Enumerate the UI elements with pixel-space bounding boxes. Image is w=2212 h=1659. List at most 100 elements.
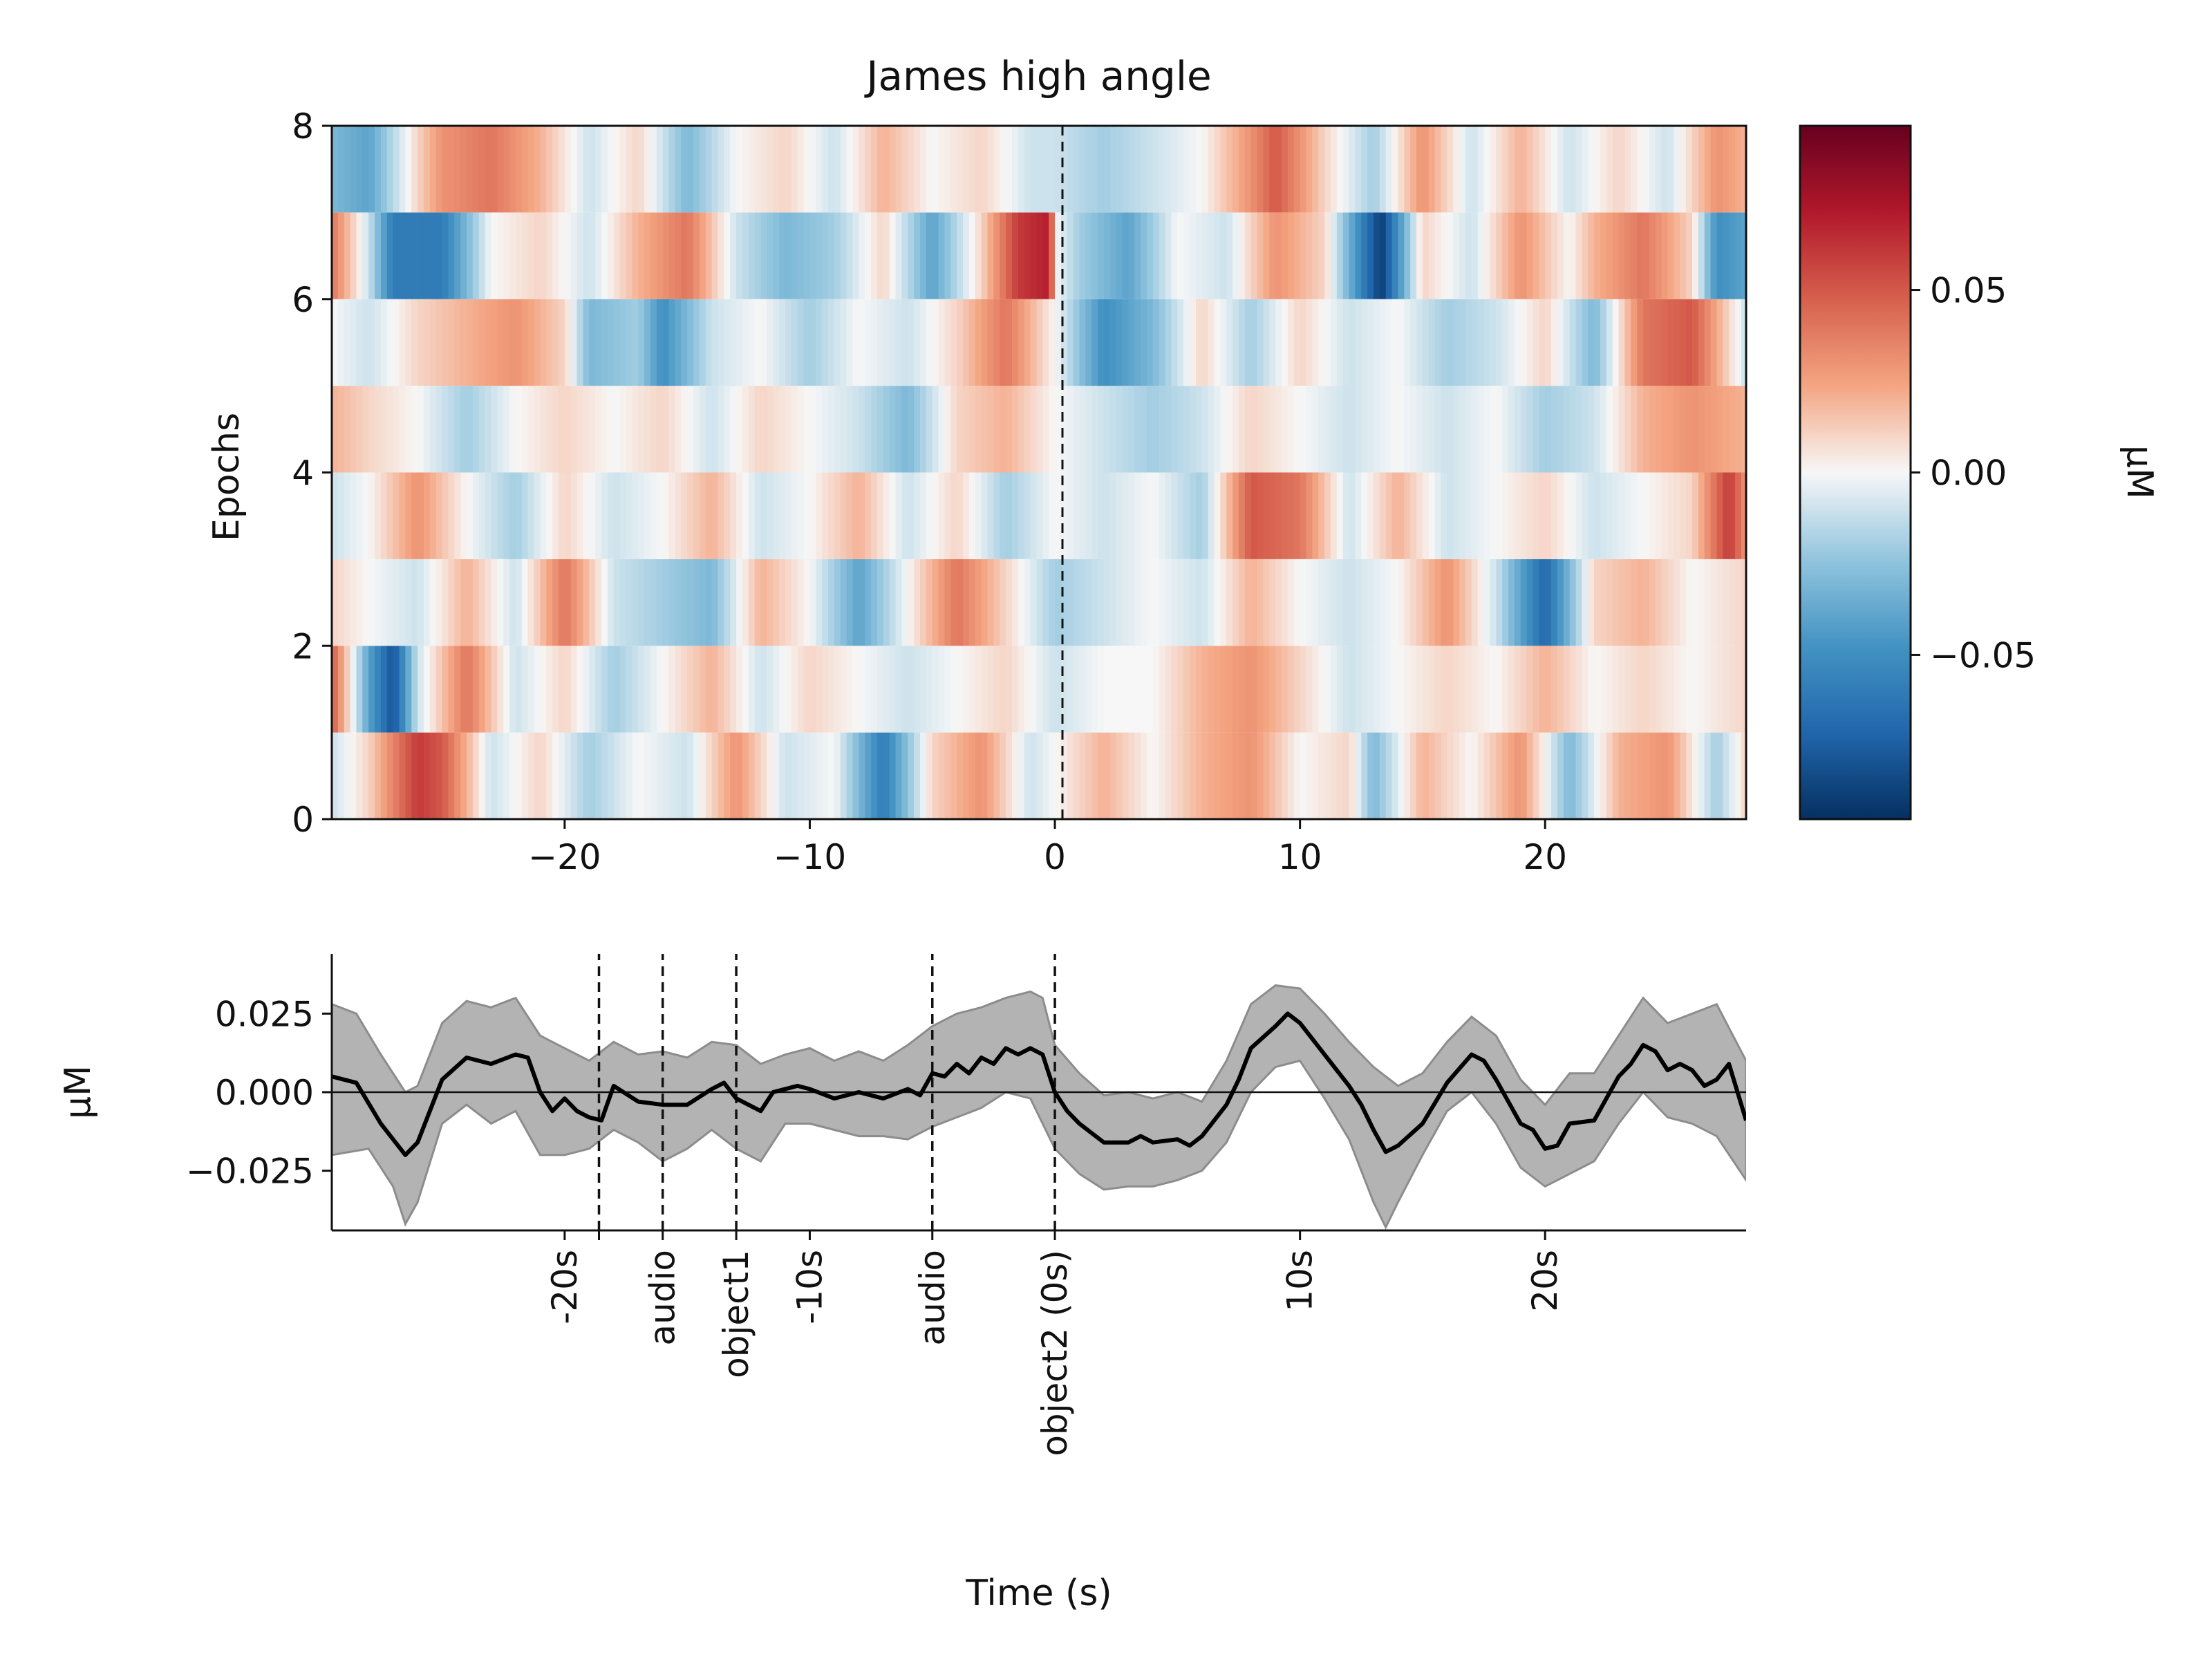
- heatmap-cell: [1563, 299, 1571, 386]
- line-y-label: µM: [57, 1065, 99, 1119]
- heatmap-cell: [460, 212, 467, 299]
- heatmap-cell: [375, 472, 382, 559]
- heatmap-cell: [362, 212, 369, 299]
- heatmap-cell: [552, 386, 559, 473]
- heatmap-cell: [638, 212, 645, 299]
- heatmap-cell: [1287, 472, 1295, 559]
- heatmap-cell: [423, 732, 431, 819]
- heatmap-cell: [711, 472, 719, 559]
- heatmap-cell: [1618, 646, 1626, 733]
- heatmap-cell: [742, 386, 749, 473]
- heatmap-cell: [754, 646, 762, 733]
- heatmap-cell: [705, 472, 713, 559]
- heatmap-cell: [987, 212, 995, 299]
- heatmap-cell: [1471, 732, 1479, 819]
- heatmap-cell: [485, 472, 492, 559]
- heatmap-cell: [1232, 559, 1239, 646]
- heatmap-cell: [1232, 126, 1239, 213]
- heatmap-cell: [515, 212, 523, 299]
- heatmap-cell: [1631, 212, 1638, 299]
- heatmap-cell: [1226, 559, 1233, 646]
- heatmap-cell: [944, 472, 952, 559]
- heatmap-cell: [1208, 472, 1215, 559]
- heatmap-cell: [1287, 386, 1295, 473]
- heatmap-cell: [1275, 126, 1282, 213]
- heatmap-cell: [1496, 126, 1503, 213]
- heatmap-cell: [375, 646, 382, 733]
- heatmap-cell: [975, 646, 982, 733]
- heatmap-cell: [699, 126, 706, 213]
- heatmap-cell: [1655, 559, 1662, 646]
- heatmap-cell: [1324, 126, 1331, 213]
- heatmap-cell: [957, 212, 964, 299]
- heatmap-cell: [362, 559, 369, 646]
- heatmap-cell: [650, 212, 657, 299]
- heatmap-cell: [901, 732, 909, 819]
- heatmap-cell: [877, 212, 884, 299]
- heatmap-cell: [981, 559, 988, 646]
- heatmap-cell: [993, 212, 1001, 299]
- heatmap-cell: [1612, 299, 1620, 386]
- heatmap-cell: [895, 472, 903, 559]
- heatmap-cell: [546, 126, 553, 213]
- heatmap-cell: [380, 732, 388, 819]
- heatmap-cell: [344, 126, 351, 213]
- heatmap-cell: [950, 212, 958, 299]
- heatmap-cell: [834, 559, 841, 646]
- heatmap-cell: [1508, 126, 1515, 213]
- heatmap-cell: [656, 126, 664, 213]
- heatmap-cell: [577, 646, 584, 733]
- heatmap-cell: [993, 299, 1001, 386]
- heatmap-cell: [632, 299, 639, 386]
- heatmap-cell: [460, 732, 467, 819]
- heatmap-cell: [1306, 386, 1313, 473]
- heatmap-cell: [1238, 212, 1246, 299]
- heatmap-cell: [1165, 732, 1172, 819]
- heatmap-cell: [534, 212, 541, 299]
- heatmap-cell: [1238, 559, 1246, 646]
- heatmap-cell: [1336, 299, 1344, 386]
- heatmap-cell: [1674, 386, 1681, 473]
- heatmap-cell: [1735, 472, 1742, 559]
- heatmap-cell: [1177, 386, 1185, 473]
- heatmap-cell: [1618, 559, 1626, 646]
- heatmap-cell: [1661, 559, 1669, 646]
- heatmap-cell: [1208, 126, 1215, 213]
- heatmap-cell: [399, 386, 406, 473]
- heatmap-cell: [1067, 126, 1074, 213]
- heatmap-cell: [1103, 559, 1111, 646]
- heatmap-cell: [368, 386, 375, 473]
- line-x-tick-label: 10s: [1280, 1250, 1320, 1312]
- heatmap-cell: [344, 559, 351, 646]
- heatmap-cell: [1250, 646, 1258, 733]
- heatmap-cell: [1551, 212, 1558, 299]
- heatmap-cell: [1533, 732, 1540, 819]
- heatmap-cell: [1024, 126, 1031, 213]
- heatmap-cell: [350, 212, 357, 299]
- heatmap-cell: [460, 386, 467, 473]
- heatmap-cell: [1030, 472, 1038, 559]
- heatmap-cell: [619, 646, 627, 733]
- heatmap-cell: [981, 212, 988, 299]
- heatmap-cell: [386, 472, 394, 559]
- heatmap-cell: [1116, 732, 1123, 819]
- heatmap-cell: [1190, 299, 1197, 386]
- heatmap-cell: [889, 126, 897, 213]
- heatmap-cell: [968, 559, 976, 646]
- heatmap-cell: [1079, 646, 1087, 733]
- heatmap-cell: [920, 559, 927, 646]
- heatmap-cell: [386, 212, 394, 299]
- heatmap-cell: [1723, 212, 1730, 299]
- heatmap-cell: [1049, 299, 1056, 386]
- heatmap-cell: [711, 126, 719, 213]
- heatmap-cell: [1557, 212, 1564, 299]
- heatmap-cell: [1575, 386, 1583, 473]
- heatmap-cell: [1716, 386, 1724, 473]
- heatmap-cell: [1704, 299, 1712, 386]
- heatmap-cell: [1201, 299, 1209, 386]
- heatmap-cell: [472, 472, 480, 559]
- heatmap-cell: [1312, 212, 1320, 299]
- heatmap-cell: [865, 299, 872, 386]
- heatmap-cell: [1502, 472, 1509, 559]
- heatmap-cell: [1067, 472, 1074, 559]
